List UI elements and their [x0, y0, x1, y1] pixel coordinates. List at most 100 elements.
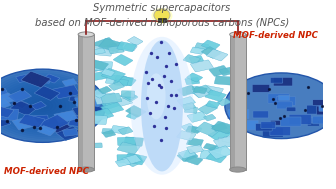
FancyBboxPatch shape [185, 155, 203, 165]
FancyBboxPatch shape [208, 128, 232, 141]
Circle shape [39, 104, 46, 108]
FancyBboxPatch shape [104, 43, 119, 52]
FancyBboxPatch shape [203, 86, 223, 96]
FancyBboxPatch shape [118, 127, 133, 135]
Circle shape [6, 84, 79, 127]
FancyBboxPatch shape [101, 68, 125, 81]
Ellipse shape [78, 167, 94, 172]
FancyBboxPatch shape [0, 108, 18, 120]
FancyBboxPatch shape [217, 98, 231, 106]
FancyBboxPatch shape [0, 88, 10, 102]
FancyBboxPatch shape [262, 128, 283, 137]
FancyBboxPatch shape [214, 76, 234, 85]
FancyBboxPatch shape [117, 137, 136, 146]
FancyBboxPatch shape [307, 105, 327, 114]
Circle shape [19, 92, 66, 119]
FancyBboxPatch shape [98, 46, 115, 54]
FancyBboxPatch shape [87, 115, 108, 125]
FancyBboxPatch shape [89, 71, 108, 81]
FancyBboxPatch shape [34, 86, 60, 100]
FancyBboxPatch shape [102, 100, 119, 109]
FancyBboxPatch shape [90, 60, 109, 70]
Circle shape [16, 90, 69, 121]
FancyBboxPatch shape [53, 85, 80, 99]
FancyBboxPatch shape [228, 109, 249, 119]
FancyBboxPatch shape [268, 94, 289, 103]
FancyBboxPatch shape [194, 90, 209, 98]
FancyBboxPatch shape [12, 116, 39, 130]
FancyBboxPatch shape [115, 97, 133, 106]
Circle shape [13, 88, 73, 123]
FancyBboxPatch shape [92, 46, 113, 56]
FancyBboxPatch shape [101, 102, 124, 115]
Ellipse shape [141, 40, 183, 171]
FancyBboxPatch shape [75, 96, 96, 106]
FancyBboxPatch shape [0, 88, 2, 97]
FancyBboxPatch shape [114, 76, 134, 86]
Circle shape [26, 96, 59, 115]
FancyBboxPatch shape [190, 47, 205, 54]
FancyBboxPatch shape [115, 159, 131, 167]
FancyBboxPatch shape [218, 137, 240, 147]
FancyBboxPatch shape [90, 105, 104, 113]
FancyBboxPatch shape [89, 63, 106, 72]
FancyBboxPatch shape [237, 120, 258, 130]
Ellipse shape [147, 73, 166, 119]
FancyBboxPatch shape [0, 112, 2, 121]
FancyBboxPatch shape [56, 126, 82, 140]
FancyBboxPatch shape [68, 115, 95, 129]
FancyBboxPatch shape [108, 46, 124, 54]
FancyBboxPatch shape [100, 93, 122, 104]
FancyBboxPatch shape [276, 97, 296, 105]
FancyBboxPatch shape [38, 126, 56, 136]
FancyBboxPatch shape [186, 86, 203, 94]
FancyBboxPatch shape [106, 75, 127, 85]
FancyBboxPatch shape [124, 44, 137, 51]
FancyBboxPatch shape [206, 49, 228, 61]
FancyBboxPatch shape [98, 38, 124, 52]
Circle shape [0, 75, 95, 137]
FancyBboxPatch shape [181, 123, 194, 131]
FancyBboxPatch shape [101, 69, 115, 77]
FancyBboxPatch shape [111, 125, 128, 134]
FancyBboxPatch shape [118, 76, 136, 86]
Ellipse shape [152, 8, 172, 24]
FancyBboxPatch shape [120, 91, 138, 102]
FancyBboxPatch shape [212, 121, 235, 134]
FancyBboxPatch shape [62, 79, 77, 86]
Circle shape [23, 94, 62, 117]
Circle shape [3, 83, 82, 129]
FancyBboxPatch shape [92, 37, 117, 51]
FancyBboxPatch shape [0, 93, 15, 105]
FancyBboxPatch shape [109, 43, 122, 49]
FancyBboxPatch shape [279, 95, 290, 100]
FancyBboxPatch shape [200, 150, 221, 160]
FancyBboxPatch shape [189, 56, 204, 63]
Circle shape [9, 87, 76, 125]
FancyBboxPatch shape [184, 107, 198, 113]
FancyBboxPatch shape [198, 103, 217, 114]
FancyBboxPatch shape [206, 101, 220, 108]
FancyBboxPatch shape [177, 97, 196, 106]
Bar [78, 34, 94, 170]
FancyBboxPatch shape [54, 111, 78, 123]
FancyBboxPatch shape [208, 146, 222, 153]
Circle shape [0, 77, 92, 135]
FancyBboxPatch shape [12, 99, 28, 108]
FancyBboxPatch shape [212, 123, 227, 131]
Text: based on MOF-derived nanoporous carbons (NPCs): based on MOF-derived nanoporous carbons … [35, 18, 289, 28]
Circle shape [225, 73, 336, 139]
FancyBboxPatch shape [270, 126, 291, 136]
Bar [78, 34, 83, 170]
FancyBboxPatch shape [69, 96, 81, 102]
FancyBboxPatch shape [91, 61, 113, 71]
FancyBboxPatch shape [190, 126, 202, 132]
FancyBboxPatch shape [122, 92, 137, 100]
Bar [230, 34, 235, 170]
FancyBboxPatch shape [0, 104, 4, 113]
FancyBboxPatch shape [21, 71, 51, 88]
FancyBboxPatch shape [215, 123, 233, 133]
FancyBboxPatch shape [252, 84, 270, 92]
FancyBboxPatch shape [81, 94, 104, 107]
Ellipse shape [230, 167, 246, 172]
